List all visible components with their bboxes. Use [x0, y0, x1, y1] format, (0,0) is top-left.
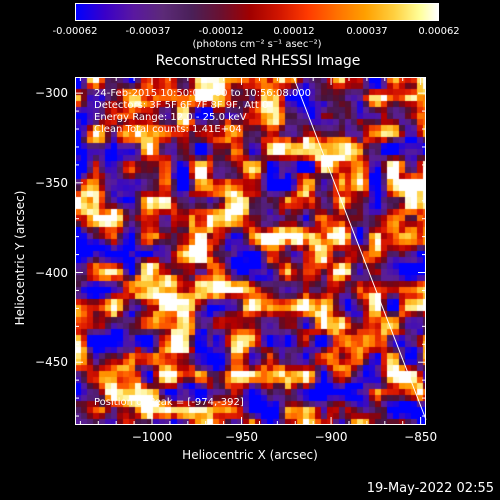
colorbar-tick-label: -0.00012 — [198, 26, 244, 37]
plot-title: Reconstructed RHESSI Image — [155, 53, 361, 69]
x-tick-label: −950 — [225, 430, 259, 444]
x-tick-label: −850 — [404, 430, 438, 444]
x-tick-label: −900 — [314, 430, 348, 444]
x-axis-title: Heliocentric X (arcsec) — [182, 448, 318, 462]
info-detectors: Detectors: 3F 5F 6F 7F 8F 9F, Att 0 — [94, 100, 269, 111]
colorbar-tick-label: 0.00037 — [346, 26, 388, 37]
y-tick-label: −400 — [35, 265, 68, 280]
info-clean-counts: Clean Total counts: 1.41E+04 — [94, 124, 242, 135]
colorbar-tick-label: -0.00037 — [125, 26, 171, 37]
colorbar-tick-label: 0.00012 — [273, 26, 315, 37]
y-tick-label: −450 — [35, 355, 68, 370]
colorbar-tick-label: 0.00062 — [418, 26, 460, 37]
colorbar — [75, 3, 439, 21]
info-energy-range: Energy Range: 12.0 - 25.0 keV — [94, 112, 247, 123]
render-timestamp: 19-May-2022 02:55 — [366, 481, 494, 496]
y-tick-label: −350 — [35, 175, 68, 190]
y-tick-label: −300 — [35, 86, 68, 101]
peak-position-label: Position of Peak = [-974,-392] — [94, 397, 244, 408]
info-time-range: 24-Feb-2015 10:50:08.000 to 10:56:08.000 — [94, 88, 312, 99]
x-tick-label: −1000 — [131, 430, 173, 444]
colorbar-unit: (photons cm⁻² s⁻¹ asec⁻²) — [192, 39, 322, 50]
y-axis-title: Heliocentric Y (arcsec) — [13, 190, 27, 326]
colorbar-tick-label: -0.00062 — [52, 26, 98, 37]
